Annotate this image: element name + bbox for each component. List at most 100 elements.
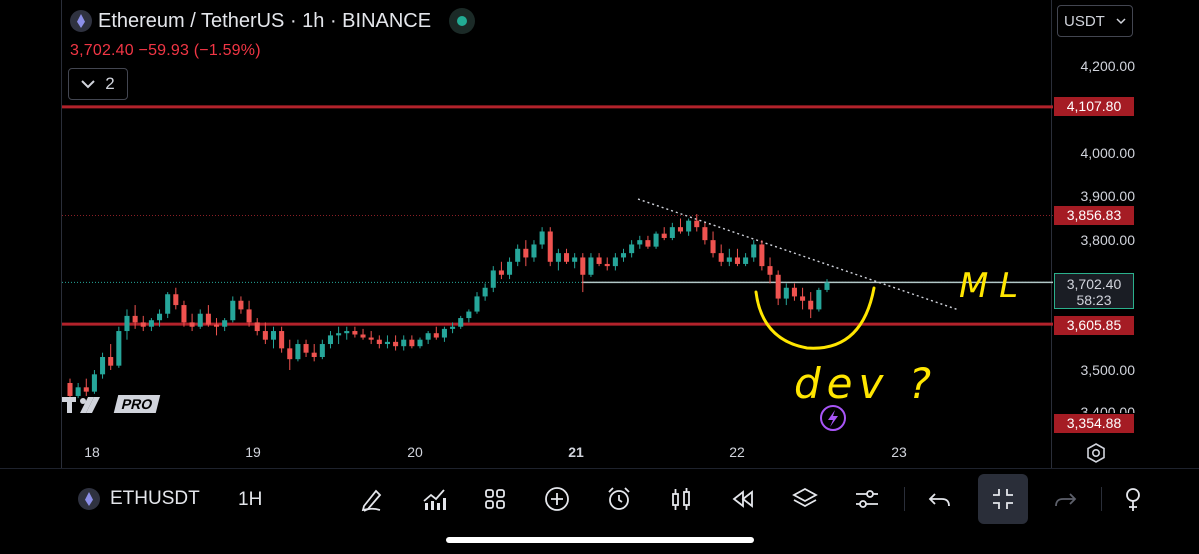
candle-body — [669, 227, 675, 238]
handwritten-curve — [754, 286, 876, 350]
candle-body — [108, 357, 114, 366]
candle-body — [83, 387, 89, 392]
time-axis[interactable]: 18 19 20 21 22 23 — [61, 440, 1052, 468]
candle-body — [637, 240, 643, 245]
time-label: 22 — [729, 444, 745, 460]
candle-body — [718, 253, 724, 262]
lightning-icon — [828, 410, 838, 427]
fullscreen-exit-button[interactable] — [978, 474, 1028, 524]
current-price: 3,702.40 — [1066, 276, 1122, 292]
candle-body — [791, 287, 797, 297]
bar-countdown: 58:23 — [1076, 292, 1112, 308]
candle-body — [246, 309, 252, 323]
candle-body — [767, 266, 773, 275]
collapse-icon — [993, 489, 1013, 509]
time-label: 18 — [84, 444, 100, 460]
symbol-title[interactable]: Ethereum / TetherUS · 1h · BINANCE — [70, 8, 476, 34]
chart-area[interactable]: M L dev ? — [61, 0, 1053, 468]
price-tick: 3,500.00 — [1080, 362, 1136, 378]
candle-body — [262, 331, 268, 340]
candle-body — [205, 313, 211, 325]
symbol-title-text: Ethereum / TetherUS · 1h · BINANCE — [98, 9, 432, 32]
handwritten-text-ml: M L — [959, 266, 1018, 306]
indicator-count: 2 — [105, 74, 115, 93]
currency-selector[interactable]: USDT — [1057, 5, 1133, 37]
time-label: 19 — [245, 444, 261, 460]
lightning-icon-ring — [820, 405, 846, 431]
add-button[interactable] — [540, 482, 574, 516]
current-price-tag: 3,702.40 58:23 — [1054, 273, 1134, 309]
settings-button[interactable] — [850, 482, 884, 516]
toolbar-divider — [904, 487, 905, 511]
candle-body — [816, 289, 822, 310]
undo-button[interactable] — [923, 482, 957, 516]
plus-circle-icon — [545, 487, 569, 511]
replay-button[interactable] — [726, 482, 760, 516]
candle-body — [254, 322, 260, 332]
candle-body — [279, 331, 285, 349]
candle-body — [474, 296, 480, 312]
layouts-button[interactable] — [478, 482, 512, 516]
candles-icon — [672, 488, 690, 510]
sliders-icon — [856, 490, 878, 508]
alert-button[interactable] — [602, 482, 636, 516]
candle-body — [393, 341, 399, 347]
interval-selector[interactable]: 1H — [238, 489, 263, 510]
candle-body — [620, 253, 627, 258]
pro-badge: PRO — [113, 395, 161, 414]
candle-body — [564, 253, 570, 262]
chart-type-button[interactable] — [664, 482, 698, 516]
trendline — [637, 198, 958, 311]
candle-body — [352, 331, 358, 335]
candle-body — [213, 324, 220, 327]
candle-body — [743, 257, 749, 264]
indicators-button[interactable] — [417, 482, 451, 516]
candle-body — [173, 294, 179, 306]
candle-body — [629, 244, 635, 254]
candle-body — [515, 248, 521, 262]
candle-body — [661, 233, 667, 238]
price-level-tag: 3,354.88 — [1054, 414, 1134, 433]
candle-body — [734, 257, 740, 264]
candle-body — [327, 335, 333, 345]
home-indicator — [446, 537, 754, 543]
candle-body — [124, 315, 130, 332]
candle-body — [425, 333, 431, 340]
candle-body — [222, 320, 228, 327]
drawing-tool-button[interactable] — [355, 482, 389, 516]
candle-body — [694, 220, 700, 228]
candle-body — [181, 305, 187, 323]
candle-body — [376, 339, 382, 345]
candle-body — [523, 248, 529, 258]
market-status-icon[interactable] — [449, 8, 476, 34]
undo-icon — [928, 493, 950, 507]
object-tree-button[interactable] — [1118, 482, 1148, 516]
candle-body — [808, 300, 814, 310]
candle-body — [466, 311, 472, 319]
rewind-icon — [732, 490, 753, 508]
redo-button[interactable] — [1048, 482, 1082, 516]
layers-button[interactable] — [788, 482, 822, 516]
candlestick-chart[interactable]: M L dev ? — [62, 0, 1053, 468]
candle-body — [539, 231, 545, 245]
candle-body — [507, 261, 513, 275]
candle-body — [588, 257, 594, 275]
candle-body — [686, 220, 692, 232]
chart-settings-icon[interactable] — [1085, 442, 1107, 464]
price-tick: 3,800.00 — [1080, 232, 1136, 248]
grid-icon — [485, 489, 505, 509]
indicators-icon — [423, 489, 446, 510]
candle-body — [311, 352, 317, 358]
candle-body — [677, 227, 684, 232]
indicators-collapse-button[interactable]: 2 — [68, 68, 128, 100]
candle-body — [303, 344, 309, 353]
candle-body — [433, 333, 439, 338]
candle-body — [775, 274, 781, 299]
candle-body — [197, 313, 203, 327]
candle-body — [824, 282, 830, 290]
symbol-selector[interactable]: ETHUSDT — [78, 488, 200, 510]
ethereum-icon — [70, 10, 92, 32]
pencil-icon — [361, 489, 382, 512]
price-scale[interactable]: 4,200.00 4,000.00 3,900.00 3,800.00 3,50… — [1053, 0, 1145, 468]
